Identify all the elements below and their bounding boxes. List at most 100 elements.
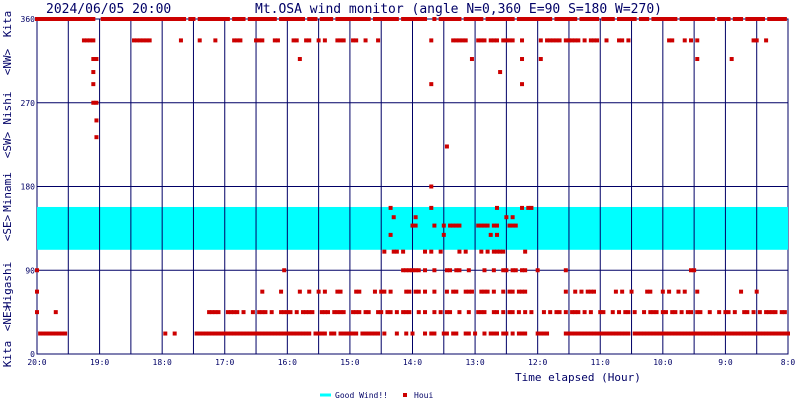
houi-point [538, 38, 543, 43]
houi-point [94, 100, 99, 105]
houi-point [91, 38, 96, 43]
houi-point [554, 38, 559, 43]
houi-point [626, 331, 631, 336]
houi-point [491, 268, 496, 273]
houi-point [338, 289, 343, 294]
houi-point [279, 17, 284, 21]
houi-point [138, 38, 143, 43]
houi-point [688, 268, 693, 273]
houi-point [782, 331, 787, 336]
houi-point [591, 289, 596, 294]
houi-point [726, 331, 731, 336]
houi-point [620, 289, 625, 294]
houi-point [529, 310, 534, 315]
houi-point [520, 268, 525, 273]
houi-point [510, 223, 515, 228]
houi-point [607, 17, 612, 21]
houi-point [507, 38, 512, 43]
houi-point [216, 331, 221, 336]
houi-point [451, 289, 456, 294]
houi-point [304, 310, 309, 315]
houi-point [38, 17, 43, 21]
houi-point [538, 331, 543, 336]
houi-point [463, 249, 468, 254]
houi-point [726, 310, 731, 315]
houi-point [291, 331, 296, 336]
houi-point [548, 310, 553, 315]
houi-point [679, 17, 684, 21]
houi-point [660, 331, 665, 336]
houi-point [598, 331, 603, 336]
houi-point [457, 38, 462, 43]
houi-point [563, 268, 568, 273]
houi-point [94, 135, 99, 140]
houi-point [610, 310, 615, 315]
houi-point [272, 38, 277, 43]
houi-point [35, 289, 39, 294]
x-tick-label: 19:0 [90, 358, 109, 367]
houi-point [466, 331, 471, 336]
houi-point [322, 310, 327, 315]
houi-point [588, 331, 593, 336]
houi-point [448, 268, 453, 273]
houi-point [269, 310, 274, 315]
houi-point [241, 331, 246, 336]
houi-point [685, 310, 690, 315]
houi-point [429, 331, 434, 336]
houi-point [213, 331, 218, 336]
houi-point [767, 310, 772, 315]
chart-title: Mt.OSA wind monitor (angle N=0,360 E=90 … [255, 2, 662, 17]
houi-point [404, 289, 409, 294]
houi-point [88, 38, 93, 43]
houi-point [260, 38, 265, 43]
houi-point [354, 38, 359, 43]
houi-point [429, 38, 434, 43]
houi-point [357, 310, 362, 315]
houi-point [135, 38, 140, 43]
houi-point [566, 38, 571, 43]
houi-point [735, 331, 740, 336]
houi-point [729, 57, 734, 62]
houi-point [451, 38, 456, 43]
houi-point [454, 38, 459, 43]
houi-point [623, 17, 628, 21]
houi-point [410, 17, 415, 21]
houi-point [441, 223, 446, 228]
houi-point [488, 38, 493, 43]
houi-point [466, 17, 471, 21]
houi-point [494, 249, 499, 254]
houi-point [745, 17, 750, 21]
houi-point [573, 289, 578, 294]
houi-point [501, 38, 506, 43]
houi-point [604, 17, 609, 21]
houi-point [448, 310, 453, 315]
houi-point [341, 38, 346, 43]
houi-point [47, 17, 52, 21]
houi-point [695, 38, 700, 43]
houi-point [410, 223, 415, 228]
houi-point [382, 289, 387, 294]
houi-point [739, 331, 744, 336]
houi-point [210, 17, 215, 21]
houi-point [147, 17, 152, 21]
houi-point [322, 17, 327, 21]
houi-point [125, 17, 130, 21]
houi-point [688, 17, 693, 21]
direction-label: <NW> [1, 48, 14, 75]
houi-point [570, 38, 575, 43]
houi-point [557, 310, 562, 315]
houi-point [707, 310, 712, 315]
houi-point [172, 17, 177, 21]
houi-point [269, 331, 274, 336]
x-tick-label: 11:0 [591, 358, 610, 367]
houi-point [197, 38, 202, 43]
houi-point [501, 249, 506, 254]
houi-point [369, 331, 374, 336]
houi-point [545, 331, 550, 336]
houi-point [391, 17, 396, 21]
houi-point [432, 331, 437, 336]
houi-point [601, 17, 606, 21]
houi-point [479, 249, 484, 254]
houi-point [501, 289, 506, 294]
